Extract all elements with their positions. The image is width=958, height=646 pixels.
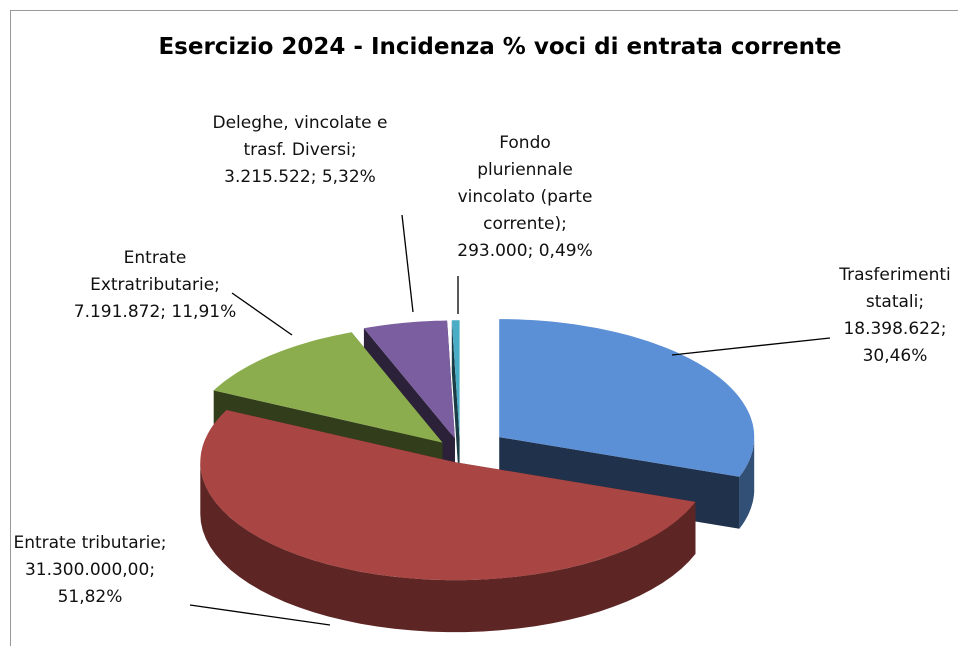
label-part: ; [310, 167, 322, 187]
label-part: 11,91% [171, 302, 237, 322]
data-label: Entrate tributarie; 31.300.000,00; 51,82… [3, 530, 178, 611]
label-part: ; [214, 275, 220, 295]
slice-top [451, 320, 460, 439]
leader-line [671, 337, 831, 356]
slice-top [363, 320, 455, 439]
label-part: 31.300.000,00 [24, 560, 150, 580]
slice-top [213, 332, 443, 443]
label-part: 18.398.622 [843, 319, 941, 339]
chart-title: Esercizio 2024 - Incidenza % voci di ent… [158, 34, 842, 60]
label-part: 7.191.872 [73, 302, 161, 322]
slice-wall [200, 462, 696, 633]
label-part: ; [940, 319, 947, 339]
label-part: 0,49% [538, 241, 593, 261]
label-part: ; [561, 214, 567, 234]
label-part: 293.000 [457, 241, 528, 261]
leader-line [231, 292, 293, 336]
pie-slice [451, 320, 460, 491]
label-part: 30,46% [862, 346, 928, 366]
label-part: ; [149, 560, 156, 580]
slice-side [451, 320, 460, 491]
slice-wall [739, 437, 755, 529]
label-part: Deleghe, vincolate e trasf. Diversi [212, 113, 388, 160]
slice-top [499, 319, 755, 477]
label-part: 51,82% [57, 587, 123, 607]
data-label: Fondo pluriennale vincolato (parte corre… [450, 130, 600, 265]
slice-top [200, 410, 696, 581]
label-part: Fondo pluriennale vincolato (parte corre… [457, 133, 593, 234]
label-part: 5,32% [321, 167, 376, 187]
pie-slice [200, 410, 696, 633]
label-part: ; [160, 302, 172, 322]
data-label: Entrate Extratributarie; 7.191.872; 11,9… [73, 245, 238, 326]
label-part: ; [160, 533, 167, 553]
label-part: 3.215.522 [224, 167, 311, 187]
data-label: Trasferimenti statali; 18.398.622; 30,46… [820, 262, 958, 370]
leader-line [401, 214, 414, 313]
label-part: ; [527, 241, 539, 261]
label-part: Entrate Extratributarie [90, 248, 215, 295]
label-part: ; [350, 140, 357, 160]
label-part: Entrate tributarie [13, 533, 161, 553]
label-part: Trasferimenti statali [839, 265, 951, 312]
label-part: ; [918, 292, 925, 312]
leader-line [189, 604, 331, 626]
chart-frame [10, 10, 958, 646]
data-label: Deleghe, vincolate e trasf. Diversi; 3.2… [213, 110, 388, 191]
